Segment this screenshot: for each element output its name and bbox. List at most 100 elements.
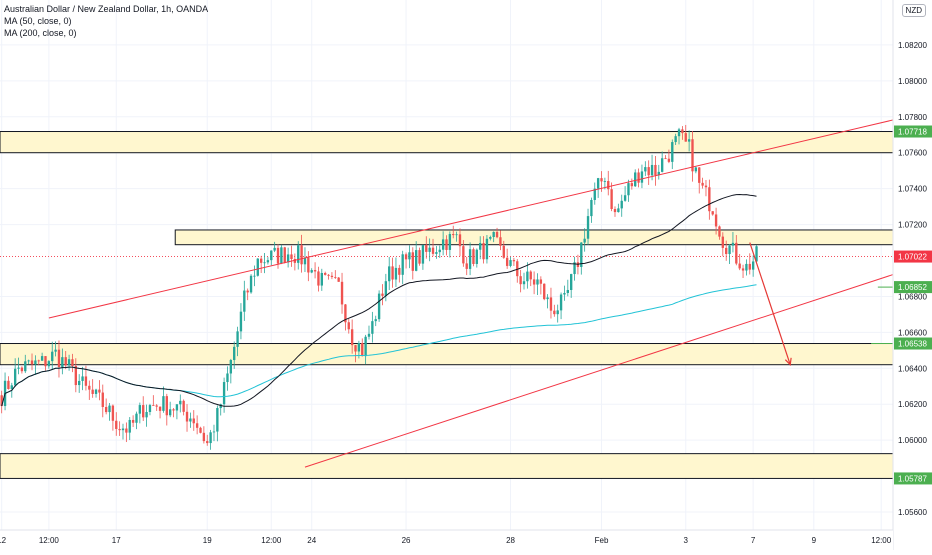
time-tick-label: 9 xyxy=(812,536,817,545)
candle-body xyxy=(280,247,283,264)
candle-body xyxy=(623,195,627,201)
candle-body xyxy=(516,261,519,277)
candle-body xyxy=(44,356,47,367)
candle-body xyxy=(111,405,115,421)
candle-body xyxy=(24,361,27,372)
candle-body xyxy=(681,129,684,134)
candle-body xyxy=(246,290,249,293)
candle-body xyxy=(51,351,54,362)
candle-body xyxy=(671,142,674,162)
candle-body xyxy=(519,276,522,285)
candle-body xyxy=(704,185,708,188)
candle-body xyxy=(667,158,671,162)
candle-body xyxy=(13,368,17,386)
candle-body xyxy=(452,234,455,236)
candle-body xyxy=(270,250,273,261)
price-tag-bg xyxy=(894,125,932,138)
candle-body xyxy=(303,257,307,265)
price-tick-label: 1.06400 xyxy=(898,364,927,373)
candle-body xyxy=(418,250,421,264)
zone-rect xyxy=(0,453,894,479)
time-tick-label: 26 xyxy=(402,536,411,545)
price-tag-bg xyxy=(894,472,932,485)
candle-body xyxy=(536,279,539,285)
candle-body xyxy=(142,405,145,418)
candle-body xyxy=(411,252,414,271)
price-tick-label: 1.08000 xyxy=(898,77,927,86)
candle-body xyxy=(600,178,603,182)
candle-body xyxy=(152,405,155,406)
candle-body xyxy=(192,418,195,424)
candle-body xyxy=(57,349,61,368)
candle-body xyxy=(108,405,111,413)
candle-body xyxy=(182,400,185,412)
drawings: -0.00646 (-0.60%) -64.6 xyxy=(48,110,932,468)
candle-body xyxy=(735,242,738,264)
candle-body xyxy=(310,270,313,273)
ma200-legend[interactable]: MA (200, close, 0) xyxy=(4,28,77,38)
candle-body xyxy=(337,277,340,282)
candle-body xyxy=(546,297,549,300)
candle-body xyxy=(455,234,458,236)
candle-body xyxy=(259,258,263,263)
candle-body xyxy=(691,139,694,172)
candle-body xyxy=(620,200,623,209)
candle-body xyxy=(398,267,401,275)
candle-body xyxy=(229,360,233,374)
candle-body xyxy=(354,345,357,352)
candle-body xyxy=(559,294,563,311)
candle-body xyxy=(721,236,725,248)
candle-body xyxy=(179,400,182,405)
candle-body xyxy=(657,171,660,176)
candle-body xyxy=(10,385,13,390)
candle-body xyxy=(499,237,502,246)
candle-body xyxy=(212,431,216,433)
candle-body xyxy=(381,293,384,296)
candle-body xyxy=(556,310,559,315)
candle-body xyxy=(74,365,78,386)
candle-body xyxy=(104,406,108,413)
candle-body xyxy=(738,263,741,269)
candle-body xyxy=(98,389,101,393)
price-tick-label: 1.07600 xyxy=(898,149,927,158)
candle-body xyxy=(613,209,617,213)
candle-body xyxy=(307,257,310,273)
candle-body xyxy=(300,245,303,265)
candle-body xyxy=(162,396,165,411)
ma50-legend[interactable]: MA (50, close, 0) xyxy=(4,16,72,26)
candle-body xyxy=(590,199,593,217)
price-tag-bg xyxy=(894,250,932,263)
candle-body xyxy=(404,254,408,260)
candle-body xyxy=(607,181,610,190)
candle-body xyxy=(489,236,492,239)
candle-body xyxy=(462,246,465,264)
candle-body xyxy=(660,158,664,172)
candle-body xyxy=(627,183,630,196)
support-resistance-zones xyxy=(0,131,894,479)
candle-body xyxy=(266,260,270,263)
candle-body xyxy=(367,333,371,337)
candle-body xyxy=(209,432,212,444)
candle-body xyxy=(711,211,714,215)
candle-body xyxy=(361,343,364,357)
candle-body xyxy=(573,262,576,275)
currency-label[interactable]: NZD xyxy=(901,4,926,17)
candle-body xyxy=(465,263,468,269)
candle-body xyxy=(135,413,138,423)
candle-body xyxy=(391,266,394,280)
candle-body xyxy=(256,258,259,276)
candle-body xyxy=(522,281,526,285)
candle-body xyxy=(101,392,104,407)
candle-body xyxy=(482,243,485,260)
candle-body xyxy=(121,428,125,431)
candle-body xyxy=(725,247,728,255)
candle-body xyxy=(47,361,51,367)
candle-body xyxy=(125,428,128,433)
candle-body xyxy=(384,281,388,296)
candle-body xyxy=(731,242,735,246)
candle-body xyxy=(175,404,179,411)
candle-body xyxy=(350,329,354,346)
candle-body xyxy=(81,376,84,381)
